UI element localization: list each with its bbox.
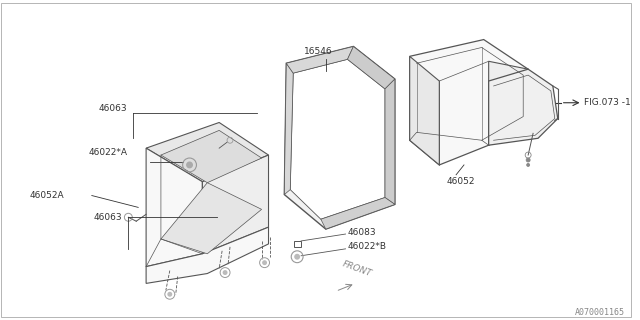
Text: 46022*A: 46022*A	[89, 148, 128, 156]
Polygon shape	[284, 46, 395, 229]
Text: 46022*B: 46022*B	[348, 242, 387, 252]
Polygon shape	[410, 56, 439, 165]
Polygon shape	[489, 61, 528, 145]
Text: FIG.073 -1: FIG.073 -1	[584, 98, 631, 107]
Text: A070001165: A070001165	[575, 308, 625, 316]
Bar	[294, 241, 301, 247]
Circle shape	[526, 158, 530, 162]
Circle shape	[186, 162, 193, 168]
Text: 16546: 16546	[304, 47, 333, 56]
Polygon shape	[321, 197, 395, 229]
Polygon shape	[410, 40, 528, 165]
Polygon shape	[348, 46, 395, 89]
Circle shape	[527, 164, 530, 166]
Polygon shape	[489, 69, 558, 145]
Text: 46083: 46083	[348, 228, 376, 236]
Polygon shape	[290, 59, 385, 219]
Polygon shape	[284, 63, 293, 195]
Text: 46052: 46052	[446, 177, 475, 186]
Polygon shape	[146, 148, 202, 267]
Polygon shape	[161, 130, 262, 183]
Text: FRONT: FRONT	[340, 260, 372, 278]
Polygon shape	[161, 183, 262, 254]
Polygon shape	[146, 123, 269, 182]
Text: 46063: 46063	[94, 213, 122, 222]
Polygon shape	[146, 227, 269, 284]
Circle shape	[262, 260, 267, 265]
Circle shape	[167, 292, 172, 297]
Polygon shape	[385, 79, 395, 204]
Circle shape	[223, 270, 228, 275]
Text: 46063: 46063	[99, 104, 127, 113]
Polygon shape	[286, 46, 353, 73]
Circle shape	[294, 254, 300, 260]
Text: 46052A: 46052A	[29, 191, 64, 200]
Polygon shape	[202, 155, 269, 254]
